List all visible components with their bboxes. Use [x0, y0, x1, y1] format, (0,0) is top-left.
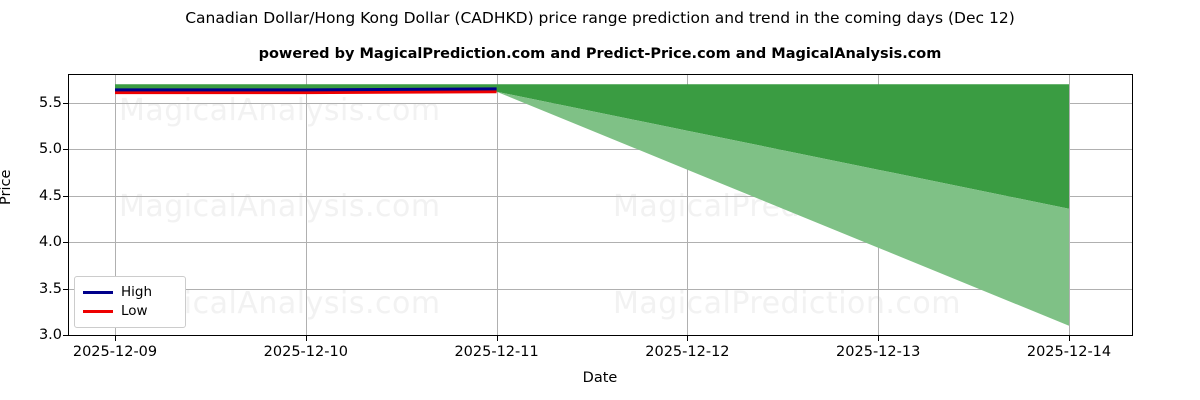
high-price-line	[115, 87, 497, 92]
y-tick-label: 3.5	[38, 280, 62, 297]
x-tick-mark	[687, 336, 689, 341]
gridline-horizontal	[69, 288, 1132, 290]
y-tick-mark	[63, 242, 68, 244]
gridline-vertical	[687, 75, 689, 335]
y-tick-mark	[63, 102, 68, 104]
y-tick-label: 4.5	[38, 187, 62, 204]
legend-item-low[interactable]: Low	[83, 302, 177, 321]
gridline-horizontal	[69, 149, 1132, 151]
gridline-horizontal	[69, 242, 1132, 244]
x-tick-mark	[878, 336, 880, 341]
gridline-vertical	[305, 75, 307, 335]
legend-label-low: Low	[121, 303, 148, 319]
y-axis-label: Price	[0, 169, 14, 205]
forecast-lower-band	[115, 91, 1069, 326]
x-tick-label: 2025-12-14	[1026, 344, 1112, 360]
y-tick-mark	[63, 195, 68, 197]
legend-swatch-high	[83, 291, 113, 294]
x-axis-label: Date	[582, 370, 618, 386]
y-tick-mark	[63, 288, 68, 290]
y-tick-mark	[63, 149, 68, 151]
chart-legend[interactable]: High Low	[74, 276, 186, 328]
plot-area: MagicalAnalysis.comMagicalPrediction.com…	[68, 74, 1133, 336]
y-tick-mark	[63, 335, 68, 337]
series-layer	[115, 84, 1069, 326]
y-tick-label: 3.0	[38, 327, 62, 343]
forecast-upper-band	[115, 84, 1069, 209]
gridline-vertical	[115, 75, 116, 335]
x-tick-label: 2025-12-12	[645, 344, 730, 360]
legend-item-high[interactable]: High	[83, 283, 177, 302]
x-tick-mark	[115, 336, 117, 341]
legend-label-high: High	[121, 284, 153, 300]
y-tick-label: 5.5	[38, 94, 62, 111]
gridline-vertical	[496, 75, 498, 335]
x-tick-label: 2025-12-11	[454, 344, 539, 360]
x-tick-mark	[305, 336, 307, 341]
chart-subtitle: powered by MagicalPrediction.com and Pre…	[258, 46, 942, 62]
chart-title: Canadian Dollar/Hong Kong Dollar (CADHKD…	[185, 9, 1015, 27]
y-tick-label: 5.0	[38, 141, 62, 158]
legend-swatch-low	[83, 310, 113, 313]
gridline-vertical	[1069, 75, 1070, 335]
low-price-line	[115, 90, 497, 95]
x-tick-label: 2025-12-09	[72, 344, 158, 360]
gridline-horizontal	[69, 335, 1132, 336]
x-tick-mark	[1069, 336, 1071, 341]
x-tick-mark	[496, 336, 498, 341]
y-tick-label: 4.0	[38, 234, 62, 251]
x-tick-label: 2025-12-10	[263, 344, 348, 360]
x-tick-label: 2025-12-13	[836, 344, 921, 360]
gridline-horizontal	[69, 195, 1132, 197]
